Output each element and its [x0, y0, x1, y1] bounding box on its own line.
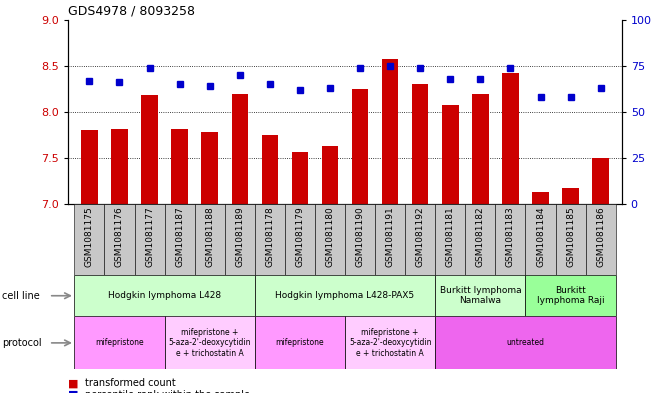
Text: mifepristone: mifepristone [275, 338, 324, 347]
Text: protocol: protocol [2, 338, 42, 348]
Text: cell line: cell line [2, 291, 40, 301]
Text: ■: ■ [68, 378, 79, 388]
Bar [171, 129, 188, 204]
Text: Burkitt lymphoma
Namalwa: Burkitt lymphoma Namalwa [439, 286, 521, 305]
Text: GDS4978 / 8093258: GDS4978 / 8093258 [68, 4, 195, 17]
Bar [255, 204, 285, 275]
Bar [322, 146, 339, 204]
Bar [375, 204, 405, 275]
Bar [436, 275, 525, 316]
Text: mifepristone +
5-aza-2'-deoxycytidin
e + trichostatin A: mifepristone + 5-aza-2'-deoxycytidin e +… [169, 328, 251, 358]
Text: GSM1081185: GSM1081185 [566, 206, 575, 267]
Bar [442, 105, 458, 204]
Bar [292, 152, 308, 204]
Bar [562, 188, 579, 204]
Text: GSM1081190: GSM1081190 [355, 206, 365, 267]
Text: GSM1081175: GSM1081175 [85, 206, 94, 267]
Bar [525, 204, 555, 275]
Bar [436, 204, 465, 275]
Bar [472, 94, 489, 204]
Bar [135, 204, 165, 275]
Bar [141, 95, 158, 204]
Bar [352, 89, 368, 204]
Bar [436, 316, 616, 369]
Bar [502, 73, 519, 204]
Text: GSM1081184: GSM1081184 [536, 206, 545, 267]
Text: transformed count: transformed count [85, 378, 175, 388]
Bar [533, 192, 549, 204]
Bar [201, 132, 218, 204]
Text: GSM1081176: GSM1081176 [115, 206, 124, 267]
Text: GSM1081177: GSM1081177 [145, 206, 154, 267]
Text: GSM1081189: GSM1081189 [235, 206, 244, 267]
Bar [525, 275, 616, 316]
Text: GSM1081191: GSM1081191 [385, 206, 395, 267]
Text: percentile rank within the sample: percentile rank within the sample [85, 390, 249, 393]
Bar [255, 316, 345, 369]
Text: Hodgkin lymphoma L428-PAX5: Hodgkin lymphoma L428-PAX5 [275, 291, 415, 300]
Bar [255, 275, 436, 316]
Bar [74, 275, 255, 316]
Bar [111, 129, 128, 204]
Bar [165, 204, 195, 275]
Text: ■: ■ [68, 390, 79, 393]
Text: GSM1081181: GSM1081181 [446, 206, 455, 267]
Bar [74, 204, 104, 275]
Bar [195, 204, 225, 275]
Text: Hodgkin lymphoma L428: Hodgkin lymphoma L428 [108, 291, 221, 300]
Bar [345, 316, 436, 369]
Text: Burkitt
lymphoma Raji: Burkitt lymphoma Raji [537, 286, 604, 305]
Bar [412, 84, 428, 204]
Text: GSM1081183: GSM1081183 [506, 206, 515, 267]
Text: untreated: untreated [506, 338, 544, 347]
Text: GSM1081186: GSM1081186 [596, 206, 605, 267]
Bar [382, 59, 398, 204]
Bar [555, 204, 586, 275]
Text: mifepristone: mifepristone [95, 338, 144, 347]
Text: GSM1081179: GSM1081179 [296, 206, 305, 267]
Text: GSM1081180: GSM1081180 [326, 206, 335, 267]
Bar [592, 158, 609, 204]
Bar [465, 204, 495, 275]
Bar [345, 204, 375, 275]
Bar [495, 204, 525, 275]
Text: GSM1081178: GSM1081178 [266, 206, 274, 267]
Bar [405, 204, 436, 275]
Text: GSM1081182: GSM1081182 [476, 206, 485, 267]
Bar [104, 204, 135, 275]
Bar [165, 316, 255, 369]
Text: mifepristone +
5-aza-2'-deoxycytidin
e + trichostatin A: mifepristone + 5-aza-2'-deoxycytidin e +… [349, 328, 432, 358]
Bar [225, 204, 255, 275]
Bar [232, 94, 248, 204]
Bar [285, 204, 315, 275]
Text: GSM1081187: GSM1081187 [175, 206, 184, 267]
Bar [81, 130, 98, 204]
Bar [74, 316, 165, 369]
Text: GSM1081192: GSM1081192 [416, 206, 424, 267]
Text: GSM1081188: GSM1081188 [205, 206, 214, 267]
Bar [315, 204, 345, 275]
Bar [262, 135, 278, 204]
Bar [586, 204, 616, 275]
